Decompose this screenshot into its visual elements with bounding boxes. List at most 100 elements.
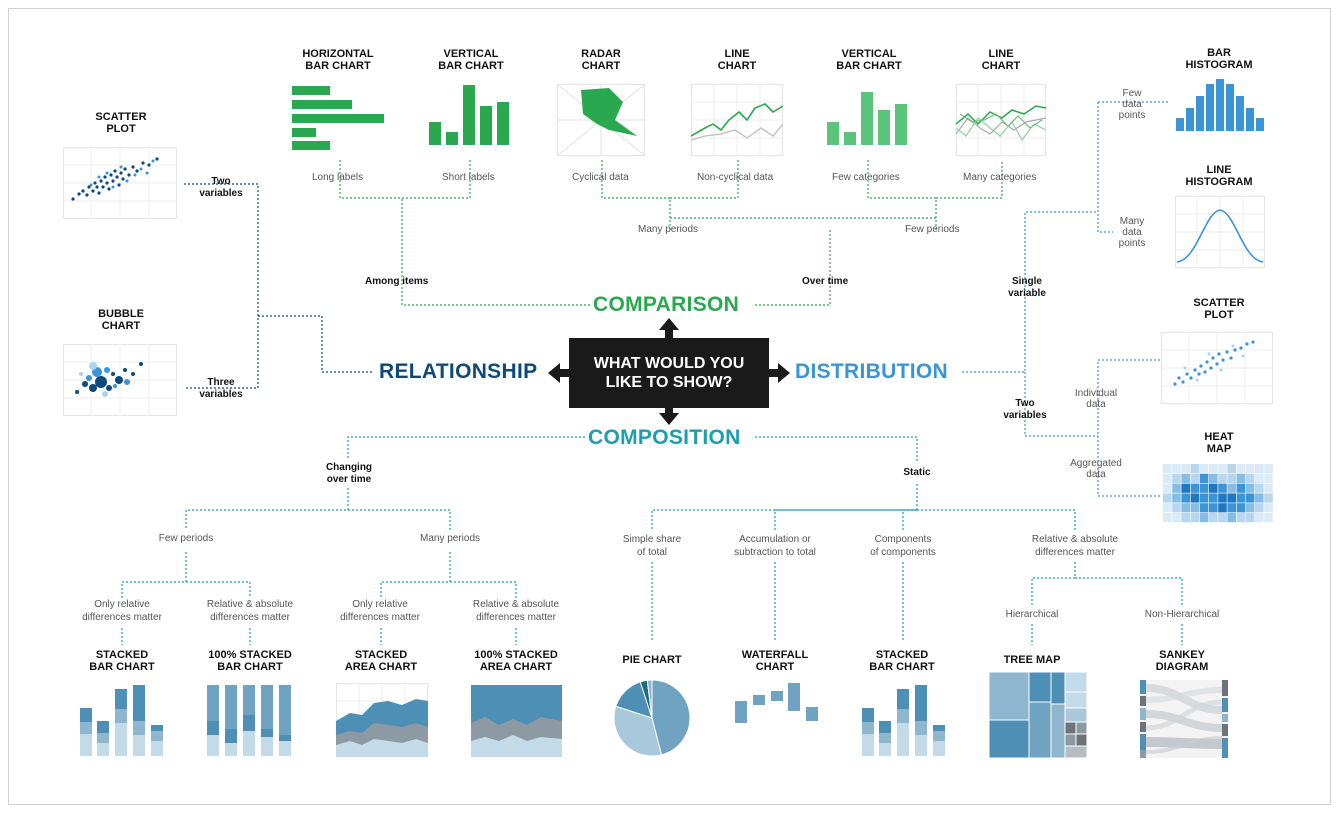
only-relative-2-label: Only relative differences matter [340, 599, 420, 623]
hierarchical-label: Hierarchical [1005, 609, 1059, 620]
scatter-plot-icon [63, 147, 177, 219]
heat-map-cell [1163, 483, 1172, 493]
heat-map-cell [1172, 483, 1181, 493]
heat-map-cell [1181, 493, 1190, 503]
static-label: Static [903, 467, 931, 478]
heat-map-cell [1255, 464, 1264, 474]
heat-map-cell [1163, 513, 1172, 523]
heat-map-cell [1227, 464, 1236, 474]
heat-map-cell [1227, 513, 1236, 523]
heat-map-cell [1163, 464, 1172, 474]
pie-slice [651, 679, 691, 756]
hbar-chart-title: HORIZONTAL BAR CHART [302, 48, 374, 72]
heat-map-cell [1218, 483, 1227, 493]
distribution-connectors [962, 101, 1168, 497]
non-hierarchical-label: Non-Hierarchical [1144, 609, 1220, 620]
composition-connectors [121, 436, 1183, 645]
heat-map-cell [1163, 493, 1172, 503]
stacked-area-100-icon [471, 685, 562, 757]
waterfall-chart-icon [735, 683, 818, 723]
stacked-bar-chart-2-icon [862, 685, 945, 756]
heat-map-cell [1172, 503, 1181, 513]
heat-map-cell [1209, 503, 1218, 513]
heat-map-cell [1199, 503, 1209, 513]
among-items-label: Among items [365, 276, 429, 287]
heat-map-cell [1227, 483, 1236, 493]
heat-map-cell [1218, 493, 1227, 503]
line-histogram-icon [1175, 196, 1265, 268]
heat-map-cell [1255, 473, 1264, 483]
heat-map-cell [1255, 493, 1264, 503]
bubble-chart-title: BUBBLE CHART [98, 308, 144, 332]
heat-map-cell [1236, 493, 1246, 503]
heat-map-cell [1190, 483, 1200, 493]
line-chart-title: LINE CHART [717, 48, 757, 72]
simple-share-label: Simple share of total [622, 534, 682, 558]
heat-map-cell [1245, 483, 1255, 493]
few-periods-label: Few periods [905, 224, 960, 235]
line-chart-2-title: LINE CHART [981, 48, 1021, 72]
scatter-plot-dist-icon [1161, 332, 1273, 404]
heat-map-cell [1264, 513, 1273, 523]
heat-map-title: HEAT MAP [1204, 431, 1234, 455]
heat-map-cell [1264, 493, 1273, 503]
heat-map-cell [1218, 473, 1227, 483]
radar-chart-title: RADAR CHART [581, 48, 621, 72]
heat-map-cell [1199, 464, 1209, 474]
heat-map-cell [1245, 513, 1255, 523]
heat-map-cell [1245, 473, 1255, 483]
heat-map-cell [1181, 503, 1190, 513]
few-categories-label: Few categories [832, 172, 900, 183]
many-periods-label: Many periods [638, 224, 699, 235]
many-periods-comp-label: Many periods [419, 533, 481, 544]
stacked-area-100-title: 100% STACKED AREA CHART [474, 649, 558, 673]
heat-map-cell [1181, 473, 1190, 483]
heat-map-cell [1190, 503, 1200, 513]
many-categories-label: Many categories [963, 172, 1037, 183]
single-variable-label: Single variable [1008, 276, 1046, 299]
heat-map-cell [1255, 513, 1264, 523]
pie-chart-icon [613, 679, 691, 757]
vertical-bar-chart-icon [429, 85, 509, 145]
vertical-bar-chart-2-icon [827, 92, 907, 145]
heat-map-cell [1209, 493, 1218, 503]
scatter-plot-dist-title: SCATTER PLOT [1193, 297, 1245, 321]
rel-abs-static-label: Relative & absolute differences matter [1031, 534, 1119, 558]
stacked-bar-100-title: 100% STACKED BAR CHART [208, 649, 292, 673]
center-arrows [548, 318, 790, 425]
cyclical-data-label: Cyclical data [572, 172, 629, 183]
short-labels-label: Short labels [442, 172, 495, 183]
heat-map-icon [1163, 464, 1273, 523]
heat-map-cell [1172, 513, 1181, 523]
stacked-bar-chart-2-title: STACKED BAR CHART [869, 649, 935, 673]
heat-map-cell [1218, 513, 1227, 523]
bar-histogram-title: BAR HISTOGRAM [1185, 47, 1253, 71]
heat-map-cell [1172, 493, 1181, 503]
sankey-diagram-title: SANKEY DIAGRAM [1155, 649, 1209, 673]
heat-map-cell [1163, 503, 1172, 513]
scatter-plot-title: SCATTER PLOT [95, 111, 147, 135]
heat-map-cell [1209, 513, 1218, 523]
individual-data-label: Individual data [1074, 388, 1118, 410]
heat-map-cell [1209, 473, 1218, 483]
stacked-bar-100-icon [207, 685, 291, 756]
heat-map-cell [1236, 473, 1246, 483]
three-variables-label: Three variables [199, 377, 243, 400]
heat-map-cell [1236, 483, 1246, 493]
heat-map-cell [1227, 473, 1236, 483]
relationship-connectors [184, 183, 372, 389]
aggregated-data-label: Aggregated data [1070, 458, 1122, 480]
vbar-chart-2-title: VERTICAL BAR CHART [836, 48, 902, 72]
stacked-bar-chart-icon [80, 685, 163, 756]
heat-map-cell [1209, 464, 1218, 474]
heat-map-cell [1218, 503, 1227, 513]
tree-map-icon [989, 672, 1087, 758]
heat-map-cell [1227, 493, 1236, 503]
heat-map-cell [1245, 493, 1255, 503]
waterfall-chart-title: WATERFALL CHART [741, 649, 809, 673]
heat-map-cell [1190, 513, 1200, 523]
two-variables-label: Two variables [199, 176, 243, 199]
vbar-chart-title: VERTICAL BAR CHART [438, 48, 504, 72]
comparison-heading: COMPARISON [593, 293, 740, 316]
